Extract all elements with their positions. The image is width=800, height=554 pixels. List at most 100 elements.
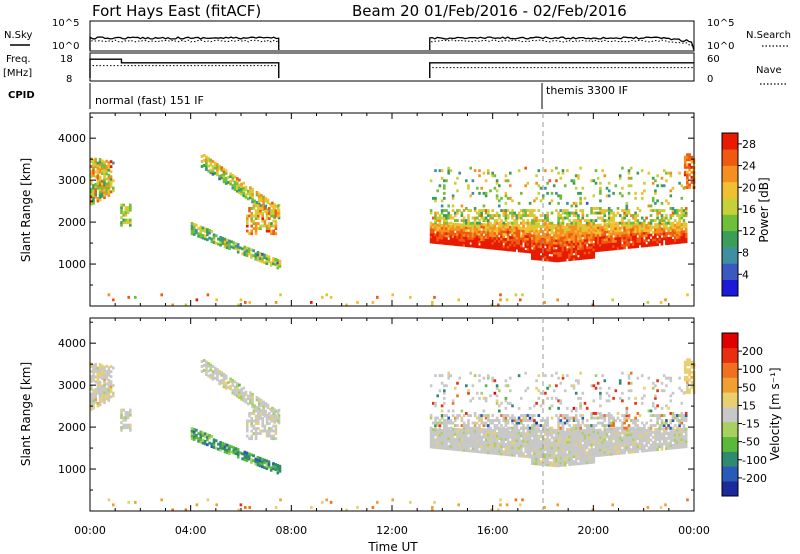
power-cell: [607, 225, 611, 229]
velocity-cell: [254, 417, 258, 420]
power-cell: [434, 214, 437, 217]
power-cell: [460, 211, 464, 215]
velocity-cell: [590, 450, 593, 454]
velocity-cell: [245, 454, 249, 457]
power-cell: [236, 243, 240, 246]
power-cell: [596, 249, 600, 252]
velocity-cell: [257, 427, 260, 430]
power-cell: [451, 242, 455, 246]
velocity-cell: [684, 442, 688, 446]
velocity-cell: [601, 453, 604, 457]
velocity-cell: [513, 424, 516, 427]
velocity-cell: [612, 427, 615, 431]
velocity-cell: [223, 450, 227, 454]
velocity-cell: [557, 419, 560, 422]
power-cell: [201, 229, 205, 232]
power-cell: [98, 160, 102, 164]
power-cell: [526, 235, 530, 238]
power-cell: [260, 196, 263, 200]
power-cell: [627, 240, 631, 244]
power-cell: [607, 235, 611, 239]
velocity-cell: [552, 428, 556, 432]
velocity-cell: [229, 385, 232, 388]
velocity-cell: [583, 401, 587, 405]
power-cell: [594, 231, 598, 235]
power-cell: [469, 239, 472, 243]
power-cell: [473, 222, 477, 226]
power-cell: [579, 236, 582, 240]
velocity-cell: [103, 388, 106, 392]
velocity-cell: [676, 433, 679, 437]
power-cell: [579, 209, 582, 212]
velocity-cell: [581, 431, 585, 435]
power-cell: [221, 242, 225, 245]
power-cell: [566, 250, 569, 254]
power-cell: [458, 230, 461, 234]
velocity-cell: [96, 366, 100, 370]
velocity-cell: [229, 387, 232, 391]
velocity-cell: [544, 440, 547, 444]
velocity-cell: [669, 379, 673, 383]
velocity-cell: [429, 384, 433, 388]
power-cell: [621, 216, 624, 220]
velocity-cell: [535, 379, 538, 383]
power-cell: [568, 225, 571, 229]
velocity-cell: [440, 441, 444, 445]
power-cell: [199, 233, 203, 237]
velocity-cell: [429, 416, 433, 420]
velocity-cell: [498, 434, 501, 438]
power-cell: [539, 250, 543, 254]
velocity-cell: [207, 374, 210, 378]
velocity-cell: [436, 433, 439, 437]
velocity-cell: [445, 442, 448, 445]
velocity-cell: [484, 443, 488, 447]
velocity-cell: [574, 424, 578, 427]
velocity-cell: [524, 442, 527, 446]
power-cell: [561, 223, 565, 227]
velocity-cell: [207, 369, 210, 373]
power-cell: [690, 158, 694, 162]
power-cell: [544, 243, 547, 247]
velocity-cell: [570, 440, 574, 444]
velocity-cell: [445, 414, 448, 417]
power-cell: [574, 186, 578, 190]
power-cell: [574, 244, 578, 248]
power-cell: [440, 176, 444, 180]
velocity-cell: [484, 446, 488, 449]
power-cell: [572, 219, 576, 222]
velocity-cell: [449, 447, 453, 451]
velocity-cell: [246, 402, 250, 406]
power-cell: [603, 235, 607, 239]
velocity-cell: [478, 414, 481, 417]
velocity-cell: [621, 424, 624, 427]
velocity-cell: [552, 431, 556, 435]
power-cell: [92, 174, 95, 177]
velocity-cell: [440, 421, 444, 425]
power-cell: [678, 219, 681, 222]
velocity-cell: [257, 414, 260, 418]
velocity-cell: [449, 432, 453, 436]
power-cell: [656, 214, 659, 217]
velocity-cell: [511, 419, 514, 422]
velocity-cell: [252, 409, 256, 413]
velocity-cell: [574, 437, 578, 441]
velocity-cell: [98, 400, 102, 404]
power-cell: [469, 234, 472, 238]
velocity-cell: [662, 442, 666, 446]
velocity-cell: [533, 452, 536, 455]
velocity-cell: [533, 462, 536, 466]
power-cell: [676, 223, 679, 227]
power-cell: [214, 241, 218, 245]
power-cell: [493, 186, 497, 190]
power-cell: [462, 241, 466, 245]
power-cell: [465, 229, 468, 232]
power-cell: [621, 186, 624, 190]
velocity-cell: [103, 396, 106, 400]
velocity-cell: [265, 434, 269, 438]
velocity-cell: [656, 448, 659, 451]
velocity-cell: [561, 456, 565, 460]
power-cell: [636, 240, 640, 243]
power-cell: [541, 225, 545, 229]
velocity-cell: [561, 446, 565, 450]
power-cell: [524, 245, 527, 248]
